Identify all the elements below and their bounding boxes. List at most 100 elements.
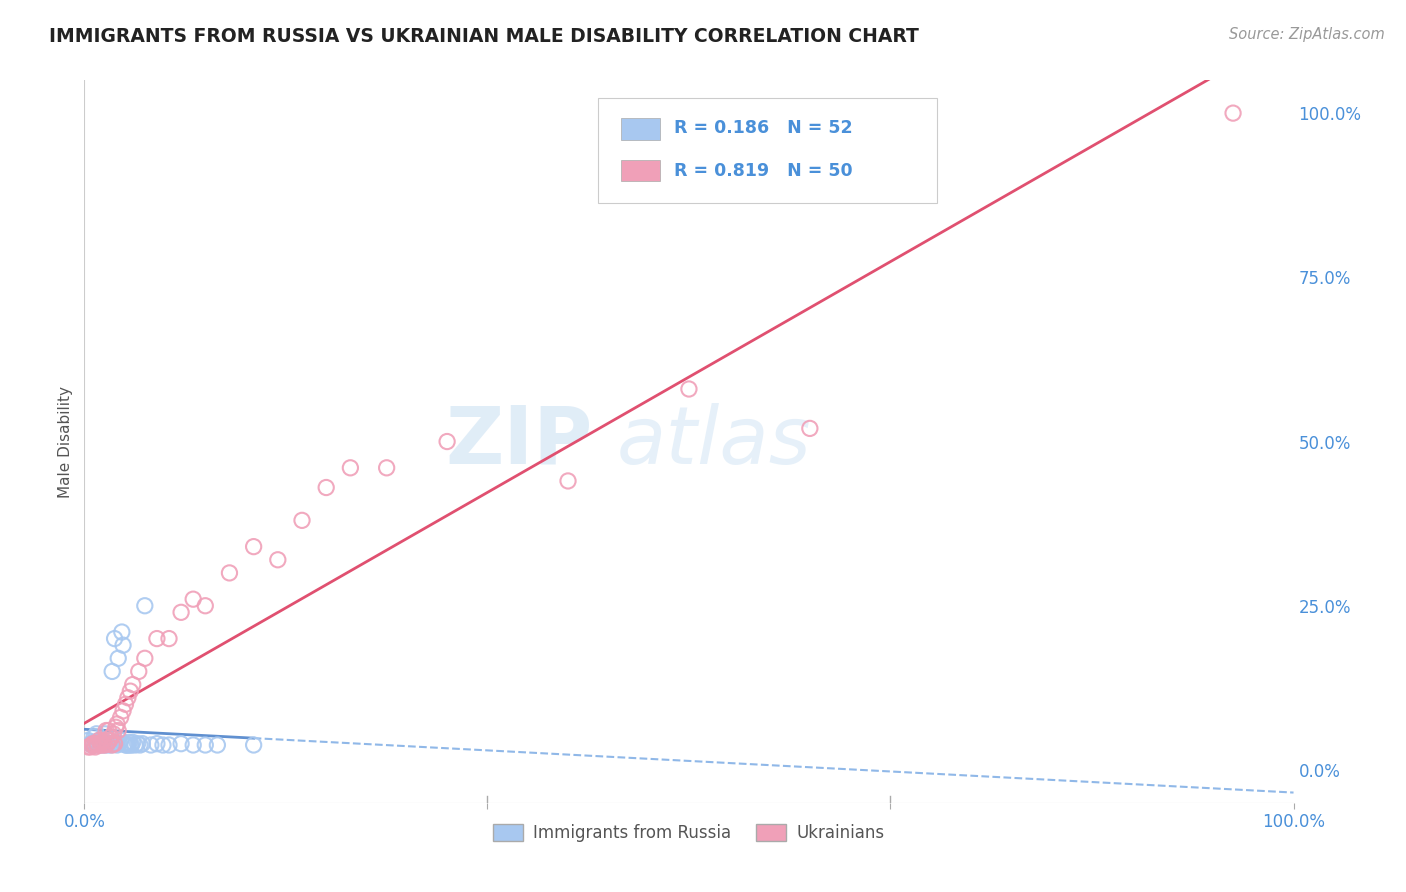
Point: [104, 632, 127, 646]
Point: [77, 739, 100, 754]
Point: [194, 599, 217, 613]
Point: [104, 735, 127, 749]
Point: [121, 677, 143, 691]
Point: [89, 738, 111, 752]
Point: [112, 704, 135, 718]
Point: [111, 625, 134, 640]
Y-axis label: Male Disability: Male Disability: [58, 385, 73, 498]
Point: [83, 730, 105, 744]
Point: [103, 727, 125, 741]
Point: [94, 723, 117, 738]
Point: [146, 632, 169, 646]
Point: [118, 735, 141, 749]
FancyBboxPatch shape: [599, 98, 936, 203]
Text: IMMIGRANTS FROM RUSSIA VS UKRAINIAN MALE DISABILITY CORRELATION CHART: IMMIGRANTS FROM RUSSIA VS UKRAINIAN MALE…: [49, 27, 920, 45]
Point: [170, 737, 193, 751]
Point: [94, 727, 117, 741]
Point: [557, 474, 579, 488]
Point: [134, 651, 156, 665]
Point: [105, 717, 128, 731]
Point: [101, 665, 124, 679]
Point: [90, 735, 112, 749]
Point: [242, 540, 264, 554]
Point: [157, 738, 180, 752]
Point: [678, 382, 700, 396]
Point: [98, 737, 121, 751]
Point: [117, 738, 139, 752]
Point: [91, 737, 114, 751]
Legend: Immigrants from Russia, Ukrainians: Immigrants from Russia, Ukrainians: [486, 817, 891, 848]
Point: [112, 737, 135, 751]
Point: [110, 710, 132, 724]
Point: [94, 738, 117, 752]
Point: [218, 566, 240, 580]
Point: [86, 737, 108, 751]
Point: [291, 513, 314, 527]
Point: [146, 737, 169, 751]
Point: [120, 738, 142, 752]
Point: [339, 460, 361, 475]
Point: [83, 738, 105, 752]
Point: [97, 723, 120, 738]
Point: [1222, 106, 1244, 120]
Point: [100, 730, 122, 744]
Point: [80, 738, 103, 752]
Point: [86, 727, 108, 741]
Point: [181, 738, 204, 752]
Point: [96, 738, 118, 752]
Point: [80, 738, 103, 752]
Point: [436, 434, 458, 449]
Text: R = 0.819   N = 50: R = 0.819 N = 50: [675, 161, 853, 179]
Point: [799, 421, 821, 435]
Point: [93, 738, 115, 752]
Point: [110, 733, 132, 747]
Point: [107, 651, 129, 665]
Point: [114, 698, 136, 712]
Point: [98, 733, 121, 747]
Point: [82, 737, 104, 751]
FancyBboxPatch shape: [621, 160, 659, 181]
Text: ZIP: ZIP: [444, 402, 592, 481]
Point: [117, 690, 139, 705]
Point: [170, 605, 193, 619]
Point: [79, 739, 101, 754]
Point: [207, 738, 229, 752]
Point: [94, 735, 117, 749]
Point: [129, 738, 152, 752]
Point: [181, 592, 204, 607]
Text: Source: ZipAtlas.com: Source: ZipAtlas.com: [1229, 27, 1385, 42]
Point: [87, 733, 110, 747]
Point: [375, 460, 398, 475]
Point: [242, 738, 264, 752]
Point: [134, 599, 156, 613]
Point: [96, 737, 118, 751]
Point: [84, 739, 107, 754]
Point: [79, 737, 101, 751]
Point: [139, 738, 162, 752]
Point: [315, 481, 337, 495]
Point: [86, 738, 108, 752]
Point: [121, 738, 143, 752]
FancyBboxPatch shape: [621, 118, 659, 139]
Point: [90, 734, 112, 748]
Point: [127, 737, 149, 751]
Point: [89, 738, 111, 752]
Point: [115, 738, 138, 752]
Point: [93, 733, 115, 747]
Point: [86, 737, 108, 751]
Text: atlas: atlas: [616, 402, 811, 481]
Point: [267, 553, 290, 567]
Text: R = 0.186   N = 52: R = 0.186 N = 52: [675, 119, 853, 137]
Point: [105, 738, 128, 752]
Point: [100, 738, 122, 752]
Point: [124, 738, 146, 752]
Point: [91, 738, 114, 752]
Point: [97, 733, 120, 747]
Point: [103, 737, 125, 751]
Point: [108, 737, 131, 751]
Point: [121, 735, 143, 749]
Point: [112, 638, 135, 652]
Point: [84, 738, 107, 752]
Point: [87, 733, 110, 747]
Point: [77, 733, 100, 747]
